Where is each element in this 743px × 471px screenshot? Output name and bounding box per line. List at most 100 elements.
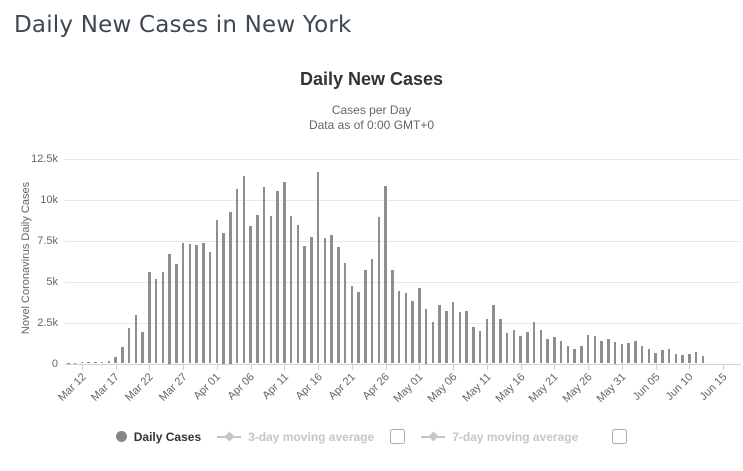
bar[interactable] bbox=[397, 290, 401, 364]
bar[interactable] bbox=[296, 224, 300, 364]
bar[interactable] bbox=[161, 271, 165, 364]
bar[interactable] bbox=[580, 346, 583, 364]
bar[interactable] bbox=[512, 329, 516, 364]
bar[interactable] bbox=[283, 182, 286, 364]
bar[interactable] bbox=[303, 245, 306, 364]
bar[interactable] bbox=[458, 312, 462, 364]
bar[interactable] bbox=[472, 326, 475, 364]
bar[interactable] bbox=[661, 349, 664, 364]
bar[interactable] bbox=[526, 331, 529, 364]
bar[interactable] bbox=[100, 362, 104, 364]
legend-item-7-day-moving-average[interactable]: 7-day moving average bbox=[421, 430, 578, 444]
bar[interactable] bbox=[593, 335, 597, 364]
bar[interactable] bbox=[134, 315, 138, 364]
bar[interactable] bbox=[168, 254, 171, 364]
bar[interactable] bbox=[114, 356, 117, 364]
bar[interactable] bbox=[364, 270, 367, 364]
bar[interactable] bbox=[620, 343, 624, 364]
legend-item-3-day-moving-average[interactable]: 3-day moving average bbox=[217, 430, 374, 444]
bar[interactable] bbox=[485, 318, 489, 364]
bar[interactable] bbox=[445, 311, 448, 364]
bar[interactable] bbox=[215, 219, 219, 364]
bar[interactable] bbox=[478, 330, 482, 364]
bar[interactable] bbox=[438, 305, 441, 364]
bar[interactable] bbox=[688, 353, 691, 364]
bar[interactable] bbox=[586, 334, 590, 364]
bar[interactable] bbox=[681, 354, 684, 364]
bar[interactable] bbox=[559, 341, 563, 364]
bar[interactable] bbox=[229, 211, 232, 364]
bar[interactable] bbox=[94, 361, 97, 364]
bar[interactable] bbox=[566, 345, 570, 364]
bar[interactable] bbox=[391, 269, 394, 364]
y-tick-label: 10k bbox=[40, 194, 58, 207]
bar[interactable] bbox=[289, 216, 293, 364]
bar[interactable] bbox=[249, 226, 252, 364]
legend-item-daily-cases[interactable]: Daily Cases bbox=[115, 430, 201, 444]
bar[interactable] bbox=[350, 285, 354, 364]
bar[interactable] bbox=[465, 311, 468, 364]
bar[interactable] bbox=[634, 340, 637, 364]
bar[interactable] bbox=[546, 338, 549, 364]
bar[interactable] bbox=[208, 252, 212, 364]
bar[interactable] bbox=[330, 235, 333, 364]
bar[interactable] bbox=[674, 353, 678, 364]
bar[interactable] bbox=[276, 191, 279, 364]
bar[interactable] bbox=[175, 263, 178, 364]
bar[interactable] bbox=[370, 258, 374, 364]
bar[interactable] bbox=[87, 362, 90, 364]
bar[interactable] bbox=[640, 346, 644, 364]
bar[interactable] bbox=[667, 349, 671, 364]
bar[interactable] bbox=[424, 308, 428, 364]
bar[interactable] bbox=[539, 329, 543, 364]
bar[interactable] bbox=[532, 321, 536, 364]
bar[interactable] bbox=[188, 244, 192, 364]
bar[interactable] bbox=[404, 293, 408, 364]
bar[interactable] bbox=[431, 321, 435, 364]
bar[interactable] bbox=[127, 328, 131, 364]
bar[interactable] bbox=[148, 271, 151, 364]
checkbox-3-day-moving-average[interactable] bbox=[390, 429, 406, 444]
bar[interactable] bbox=[573, 348, 576, 364]
bar[interactable] bbox=[451, 302, 455, 364]
bar[interactable] bbox=[343, 262, 347, 364]
bar[interactable] bbox=[613, 342, 617, 364]
bar[interactable] bbox=[607, 338, 610, 364]
bar[interactable] bbox=[418, 288, 421, 364]
bar[interactable] bbox=[411, 300, 414, 364]
bar[interactable] bbox=[357, 291, 360, 364]
bar[interactable] bbox=[121, 346, 124, 364]
bar[interactable] bbox=[600, 341, 603, 364]
bar[interactable] bbox=[694, 352, 698, 364]
bar[interactable] bbox=[654, 352, 657, 364]
bar[interactable] bbox=[492, 304, 495, 364]
bar[interactable] bbox=[553, 337, 556, 364]
bar[interactable] bbox=[222, 232, 225, 364]
bar[interactable] bbox=[256, 214, 259, 364]
bar[interactable] bbox=[337, 246, 340, 364]
bar[interactable] bbox=[107, 361, 111, 364]
bar[interactable] bbox=[499, 319, 502, 364]
bar[interactable] bbox=[141, 332, 144, 364]
bar[interactable] bbox=[701, 355, 705, 364]
bar[interactable] bbox=[202, 242, 205, 364]
bar[interactable] bbox=[269, 215, 273, 364]
bar[interactable] bbox=[181, 242, 185, 364]
bar[interactable] bbox=[242, 175, 246, 364]
bar[interactable] bbox=[627, 343, 630, 364]
bar[interactable] bbox=[519, 335, 522, 364]
bar[interactable] bbox=[262, 186, 266, 364]
bar[interactable] bbox=[316, 172, 320, 364]
bar[interactable] bbox=[505, 333, 509, 364]
bar[interactable] bbox=[73, 362, 77, 364]
bar[interactable] bbox=[195, 245, 198, 364]
bar[interactable] bbox=[80, 361, 84, 364]
bar[interactable] bbox=[310, 236, 313, 364]
bar[interactable] bbox=[154, 279, 158, 364]
bar[interactable] bbox=[235, 189, 239, 364]
bar[interactable] bbox=[377, 217, 381, 364]
checkbox-7-day-moving-average[interactable] bbox=[612, 429, 628, 444]
bar[interactable] bbox=[647, 348, 651, 364]
bar[interactable] bbox=[384, 186, 387, 364]
bar[interactable] bbox=[323, 237, 327, 364]
